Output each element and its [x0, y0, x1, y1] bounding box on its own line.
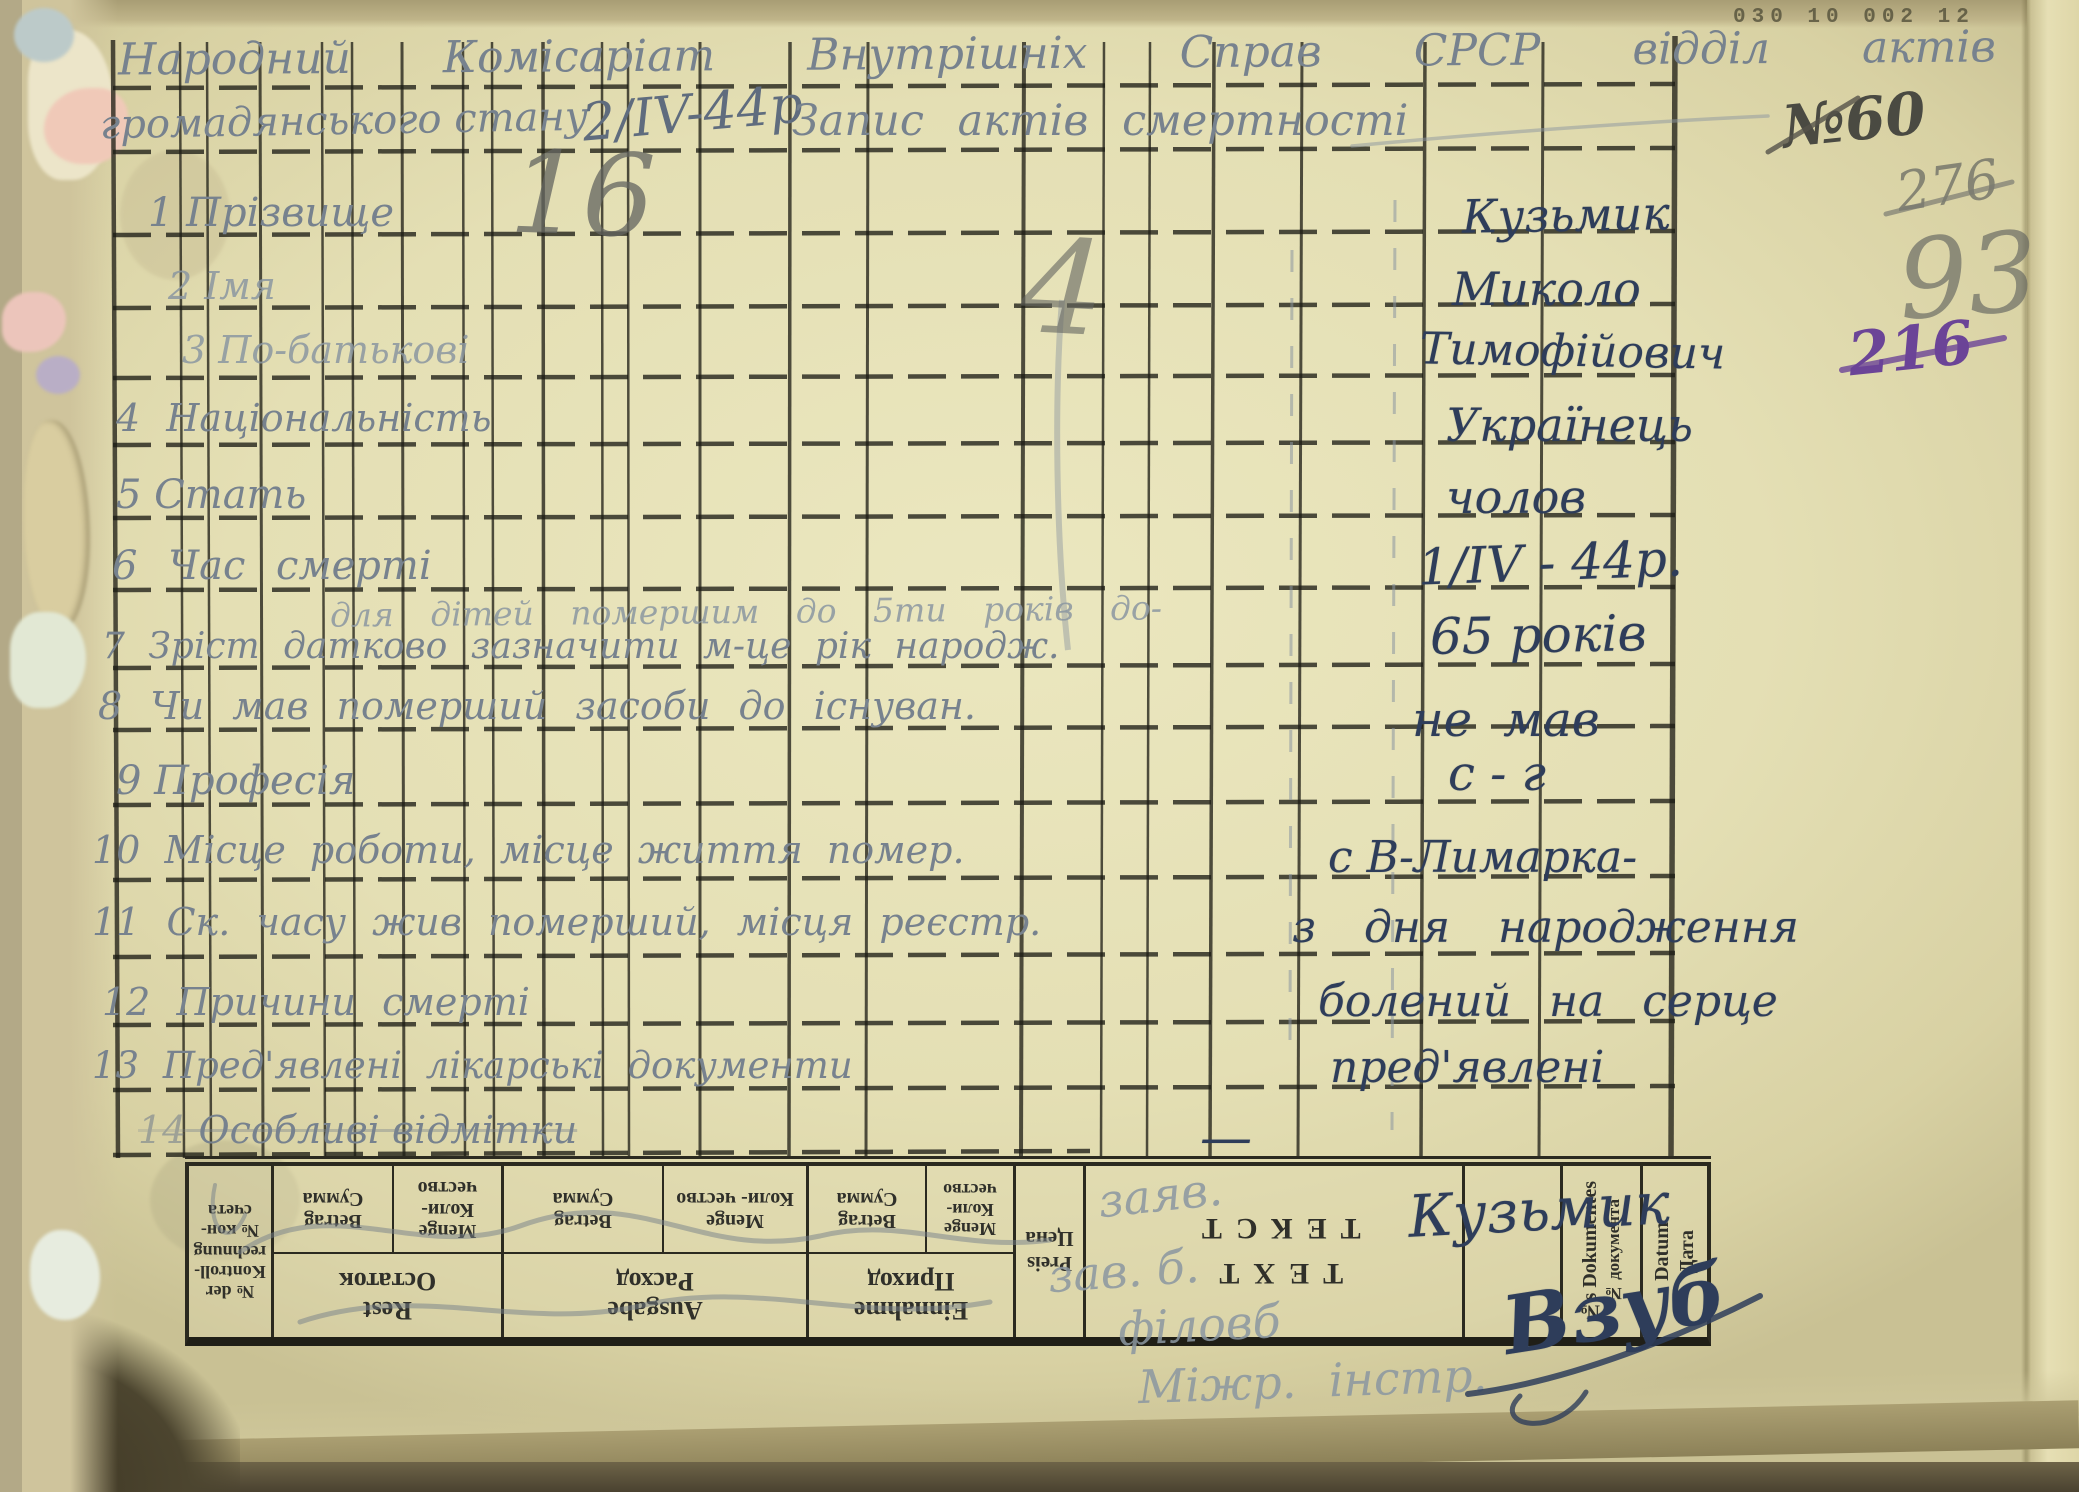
ledger-col-preis: Preis Цена — [1016, 1166, 1086, 1337]
page-number-16: 16 — [507, 125, 658, 264]
row-1-label: 1 Прізвище — [148, 190, 395, 236]
header-word: Справ — [1179, 26, 1322, 79]
pencil-overlay-3: філовб — [1116, 1293, 1282, 1357]
header-word: актів — [1861, 21, 1997, 74]
rashod-label: Расход — [616, 1267, 694, 1297]
row-13-value: пред'явлені — [1330, 1042, 1605, 1093]
ledger-col-control-account: № der Kontroll- rechnung № кон- счета — [189, 1166, 274, 1337]
betrag-label: Betrag — [304, 1209, 362, 1232]
control-line: счета — [208, 1201, 252, 1222]
lavender-bit — [36, 356, 80, 394]
control-line: rechnung — [193, 1241, 267, 1262]
crossed-number-216: 216 — [1844, 307, 1977, 391]
summa-label: Сумма — [836, 1188, 898, 1210]
pencil-mark-4: 4 — [1018, 209, 1109, 367]
pink-patch-2 — [2, 292, 66, 352]
row-9-value: с - г — [1448, 746, 1546, 802]
row-13-label: 13 Пред'явлені лікарські документи — [92, 1044, 853, 1087]
header-word: Внутрішніх — [806, 27, 1088, 81]
bottom-dark-edge — [0, 1462, 2079, 1492]
rest-label: Rest — [362, 1296, 412, 1326]
row-4-value: Українець — [1446, 398, 1693, 452]
control-line: № кон- — [200, 1221, 259, 1242]
torn-chunk-mid — [24, 420, 90, 630]
ledger-col-einnahme: Betrag Сумма Menge Коли- чество Einnahme Пр… — [808, 1166, 1016, 1337]
ledger-col-text: TEXT ТЕКСТ — [1086, 1166, 1466, 1337]
row-10-label: 10 Місце роботи, місце життя помер. — [92, 828, 965, 872]
header-record-type: Запис актів смертності — [792, 96, 1409, 146]
ledger-col-rest: Betrag Сумма Menge Коли- чество Rest Остато… — [273, 1166, 504, 1337]
header-word: відділ — [1632, 23, 1771, 75]
einnahme-label: Einnahme — [853, 1296, 968, 1326]
menge-label: Menge — [943, 1219, 996, 1240]
kolichestvo-label: Коли- чество — [417, 1177, 478, 1221]
pencil-overlay-2: зав. б. — [1046, 1238, 1201, 1304]
row-8-value: не мав — [1412, 692, 1600, 748]
ink-surname-overlay: Кузьмик — [1406, 1169, 1672, 1251]
row-5-value: чолов — [1446, 470, 1587, 524]
torn-chunk-low — [30, 1230, 100, 1320]
summa-label: Сумма — [302, 1188, 364, 1210]
control-line: Kontroll- — [194, 1261, 266, 1282]
text-label-de: TEXT — [1205, 1257, 1343, 1291]
row-14-value: — — [1200, 1108, 1252, 1168]
row-7-label: 7 Зріст датково зазначити м-це рік народ… — [102, 626, 1060, 667]
menge-label: Menge — [418, 1220, 477, 1243]
ledger-col-document-number: №s Dokumentes № документа — [1563, 1166, 1644, 1337]
row-6-label: 6 Час смерті — [112, 543, 432, 589]
ledger-col-blank — [1465, 1166, 1564, 1337]
row-7-value: 65 років — [1429, 604, 1648, 666]
menge-label: Menge — [706, 1209, 764, 1232]
right-page-edge — [2027, 0, 2079, 1492]
blue-grey-patch — [14, 8, 74, 62]
betrag-label: Betrag — [554, 1209, 612, 1232]
control-line: № der — [205, 1281, 255, 1302]
row-2-value: Миколо — [1452, 262, 1641, 316]
row-12-label: 12 Причини смерті — [102, 980, 530, 1024]
kolichestvo-label: Коли- чество — [943, 1180, 997, 1220]
row-6-value: 1/IV - 44р. — [1417, 529, 1684, 597]
row-4-label: 4 Національність — [116, 396, 492, 440]
header-word: СРСР — [1413, 24, 1541, 77]
pale-green-chunk — [10, 612, 86, 708]
row-10-value: с В-Лимарка- — [1328, 832, 1638, 883]
row-11-label: 11 Ск. часу жив померший, місця реєстр. — [92, 900, 1042, 944]
row-12-value: болений на серце — [1318, 976, 1778, 1027]
row-9-label: 9 Професія — [116, 758, 356, 804]
ausgabe-label: Ausgabe — [607, 1296, 703, 1326]
row-2-label: 2 Імя — [168, 264, 276, 308]
row-8-label: 8 Чи мав померший засоби до існуван. — [98, 684, 976, 728]
row-3-label: 3 По-батькові — [182, 328, 470, 372]
betrag-label: Betrag — [838, 1209, 896, 1232]
row-5-label: 5 Стать — [116, 472, 307, 518]
row-3-value: Тимофійович — [1419, 323, 1726, 380]
summa-label: Сумма — [552, 1188, 614, 1210]
row-11-value: з дня народження — [1292, 902, 1799, 953]
row-14-label: 14 Особливі відмітки — [138, 1108, 578, 1152]
header-word: Комісаріат — [442, 30, 716, 84]
top-edge-shadow — [0, 0, 2079, 28]
kolichestvo-label: Коли- чество — [676, 1188, 794, 1210]
right-crease — [2021, 0, 2031, 1492]
prihod-label: Приход — [867, 1267, 955, 1297]
corner-archive-code: 030 10 002 12 — [1733, 6, 1975, 29]
header-word: Народний — [117, 32, 352, 86]
ostatok-label: Остаток — [338, 1267, 437, 1297]
row-1-value: Кузьмик — [1461, 186, 1671, 244]
ledger-col-ausgabe: Betrag Сумма Menge Коли- чество Ausgabe Рас… — [503, 1166, 809, 1337]
